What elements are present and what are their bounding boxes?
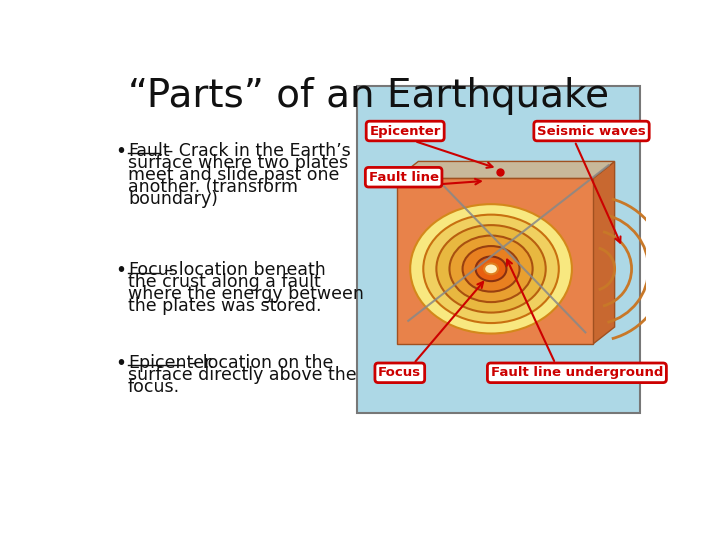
Text: Focus: Focus: [128, 261, 178, 279]
Ellipse shape: [462, 246, 520, 292]
Text: “Parts” of an Earthquake: “Parts” of an Earthquake: [128, 77, 610, 114]
Text: •: •: [115, 261, 126, 280]
Text: Fault: Fault: [128, 142, 170, 160]
Ellipse shape: [484, 264, 498, 274]
Text: where the energy between: where the energy between: [128, 285, 364, 303]
Text: •: •: [115, 142, 126, 161]
Text: – location on the: – location on the: [183, 354, 333, 372]
Text: Fault line underground: Fault line underground: [491, 366, 663, 379]
Text: meet and slide past one: meet and slide past one: [128, 166, 339, 184]
Ellipse shape: [436, 225, 546, 313]
Text: another. (transform: another. (transform: [128, 178, 298, 196]
Ellipse shape: [476, 256, 506, 281]
Ellipse shape: [423, 214, 559, 323]
Text: boundary): boundary): [128, 190, 218, 208]
Text: Focus: Focus: [378, 366, 421, 379]
Text: the plates was stored.: the plates was stored.: [128, 298, 322, 315]
FancyBboxPatch shape: [357, 86, 640, 413]
Polygon shape: [397, 161, 615, 178]
Text: – Crack in the Earth’s: – Crack in the Earth’s: [158, 142, 351, 160]
Ellipse shape: [449, 235, 533, 302]
Text: Epicenter: Epicenter: [369, 125, 441, 138]
Text: surface directly above the: surface directly above the: [128, 366, 356, 383]
Text: Fault line: Fault line: [369, 171, 438, 184]
Text: Epicenter: Epicenter: [128, 354, 212, 372]
Text: surface where two plates: surface where two plates: [128, 154, 348, 172]
Polygon shape: [397, 178, 593, 344]
Text: Seismic waves: Seismic waves: [537, 125, 646, 138]
Ellipse shape: [410, 204, 572, 334]
Text: the crust along a fault: the crust along a fault: [128, 273, 320, 291]
Polygon shape: [593, 161, 615, 344]
Text: •: •: [115, 354, 126, 373]
Text: – location beneath: – location beneath: [158, 261, 325, 279]
Text: focus.: focus.: [128, 377, 180, 396]
